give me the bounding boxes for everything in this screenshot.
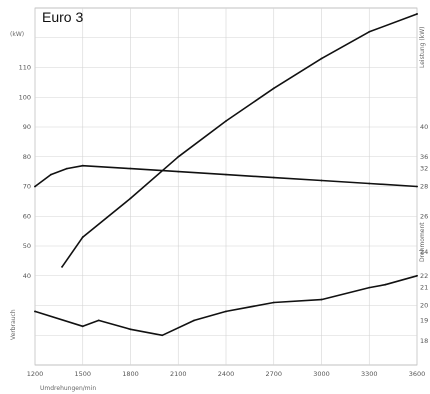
data-point-torque: [320, 179, 323, 182]
chart-title: Euro 3: [42, 9, 83, 25]
data-point-consumption: [368, 286, 371, 289]
x-tick-label: 2100: [170, 370, 187, 378]
data-point-power: [272, 87, 275, 90]
data-point-consumption: [225, 310, 227, 313]
y-axis-label-power: Leistung (kW): [419, 27, 426, 68]
data-point-consumption: [129, 328, 132, 331]
data-point-power: [61, 265, 63, 268]
data-point-torque: [177, 170, 180, 173]
data-point-torque: [416, 185, 418, 188]
y-right-tick-label: 24: [420, 248, 428, 256]
y-left-tick-label: 60: [23, 212, 31, 220]
data-point-torque: [368, 182, 371, 185]
data-point-consumption: [34, 310, 36, 313]
grid: [34, 8, 418, 365]
y-left-tick-label: 50: [23, 242, 31, 250]
y-left-tick-label: 90: [23, 123, 31, 131]
data-point-torque: [34, 185, 36, 188]
data-point-consumption: [320, 298, 323, 301]
y-axis-label-consumption: Verbrauch: [10, 309, 17, 340]
x-axis-label: Umdrehungen/min: [40, 385, 96, 392]
data-point-power: [177, 155, 180, 158]
y-right-tick-label: 26: [420, 212, 428, 220]
data-point-torque: [225, 173, 227, 176]
data-point-power: [416, 13, 418, 15]
x-tick-label: 3600: [409, 370, 426, 378]
data-point-consumption: [97, 319, 100, 322]
y-right-tick-label: 22: [420, 272, 428, 280]
data-point-torque: [129, 167, 132, 170]
data-point-torque: [50, 173, 52, 176]
data-point-power: [225, 120, 227, 122]
data-point-consumption: [193, 319, 196, 322]
x-tick-label: 3000: [313, 370, 330, 378]
data-point-consumption: [81, 325, 84, 328]
data-point-power: [129, 197, 132, 200]
x-tick-label: 1500: [74, 370, 91, 378]
y-left-tick-label: 100: [19, 93, 31, 101]
y-right-tick-label: 21: [420, 284, 428, 292]
y-unit-label: (kW): [10, 31, 24, 38]
data-point-power: [81, 236, 84, 238]
y-right-tick-label: 19: [420, 316, 428, 324]
y-right-tick-label: 20: [420, 302, 428, 310]
tick-labels: 1200 1500 1800 2100 2400 2700 3000 3300 3600 110 1…: [19, 64, 429, 379]
y-right-tick-label: 28: [420, 183, 428, 191]
series-lines: [34, 13, 418, 337]
x-tick-label: 2400: [218, 370, 235, 378]
y-left-tick-label: 70: [23, 183, 31, 191]
x-tick-label: 2700: [265, 370, 282, 378]
y-left-tick-label: 80: [23, 153, 31, 161]
y-left-tick-label: 110: [19, 64, 31, 72]
series-line-consumption: [34, 274, 418, 337]
data-point-consumption: [416, 274, 418, 277]
x-tick-label: 1200: [27, 370, 44, 378]
data-point-torque: [81, 164, 84, 167]
data-point-torque: [272, 176, 275, 179]
data-point-torque: [65, 167, 68, 170]
y-left-tick-label: 40: [23, 272, 31, 280]
y-right-tick-label: 36: [420, 153, 428, 161]
data-point-consumption: [272, 301, 275, 304]
data-point-power: [320, 57, 323, 60]
y-right-tick-label: 40: [420, 123, 428, 131]
x-tick-label: 3300: [361, 370, 378, 378]
data-point-consumption: [384, 283, 387, 286]
data-point-consumption: [161, 334, 164, 337]
y-right-tick-label: 32: [420, 165, 428, 173]
y-right-tick-label: 18: [420, 337, 428, 345]
y-axis-label-torque: Drehmoment: [419, 222, 426, 262]
data-point-power: [368, 30, 371, 33]
x-tick-label: 1800: [122, 370, 139, 378]
